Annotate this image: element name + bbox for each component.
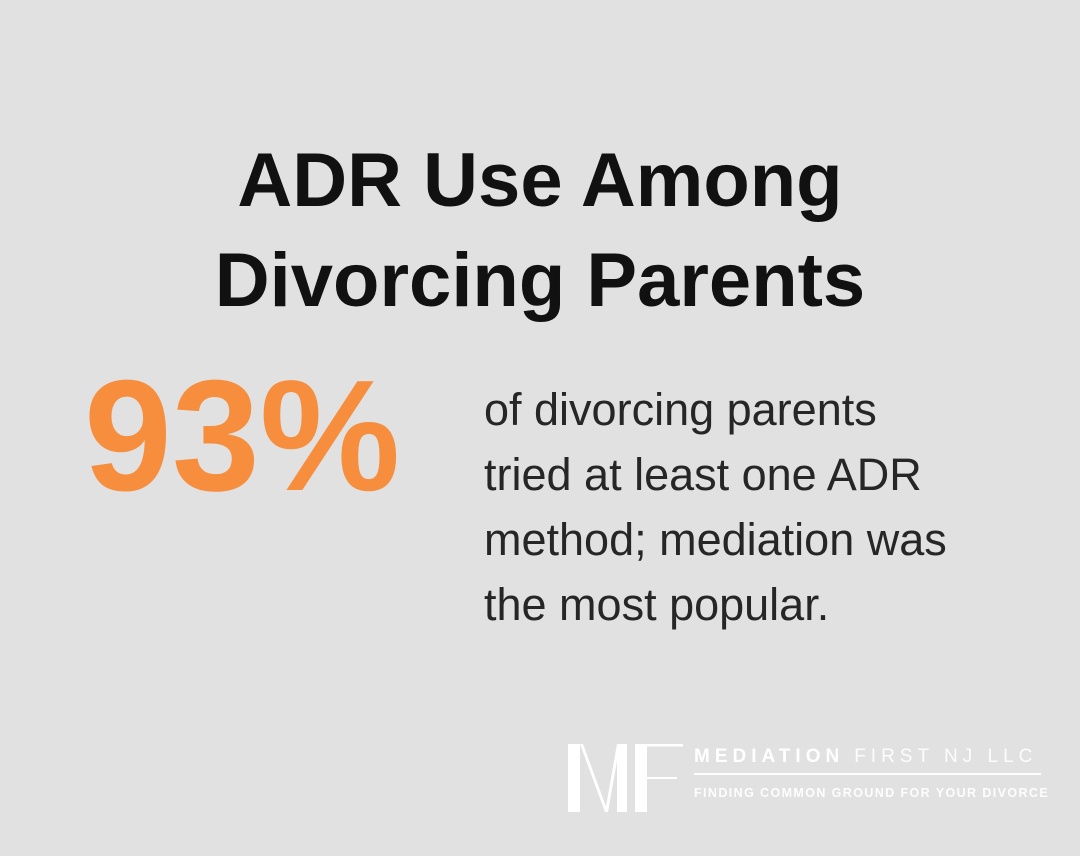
stat-description-line: of divorcing parents <box>484 384 877 435</box>
stat-description-line: tried at least one ADR <box>484 449 922 500</box>
logo-name-secondary: FIRST NJ LLC <box>854 746 1038 767</box>
logo-company-name: MEDIATION FIRST NJ LLC <box>694 747 1041 767</box>
mf-monogram-icon <box>568 744 683 812</box>
logo-divider-line <box>694 773 1041 775</box>
stat-value: 93% <box>84 348 401 524</box>
stat-description-line: the most popular. <box>484 579 830 630</box>
page-title: ADR Use Among Divorcing Parents <box>214 137 866 323</box>
logo-tagline: FINDING COMMON GROUND FOR YOUR DIVORCE <box>694 786 1050 800</box>
stat-description: of divorcing parents tried at least one … <box>484 377 994 637</box>
company-logo: MEDIATION FIRST NJ LLC FINDING COMMON GRO… <box>568 744 1050 812</box>
logo-text-block: MEDIATION FIRST NJ LLC FINDING COMMON GRO… <box>694 747 1050 800</box>
stat-description-line: method; mediation was <box>484 514 947 565</box>
logo-name-primary: MEDIATION <box>694 746 845 767</box>
